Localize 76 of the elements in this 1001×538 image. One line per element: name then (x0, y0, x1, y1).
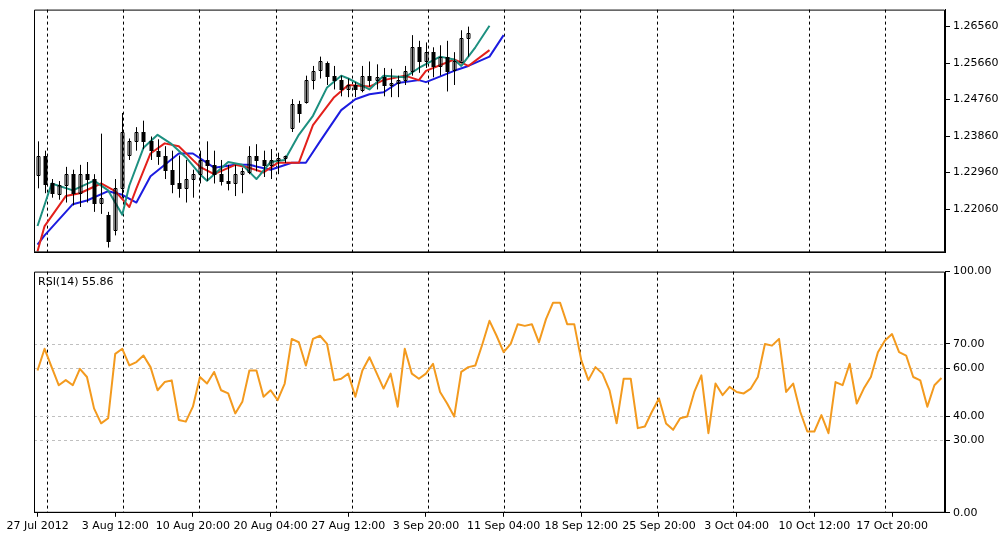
candlestick (438, 44, 443, 77)
candlestick (191, 169, 196, 199)
x-tick-label: 27 Aug 12:00 (311, 519, 386, 533)
candlestick (466, 26, 471, 58)
candlestick (99, 133, 104, 215)
candlestick (431, 46, 436, 78)
candlestick (163, 145, 168, 180)
candlestick (141, 120, 146, 150)
x-tick-label: 3 Sep 20:00 (392, 519, 460, 533)
candlestick (332, 65, 337, 90)
candlestick (212, 150, 217, 184)
chart-title: RSI(14) 55.86 (38, 274, 114, 288)
candlestick (184, 159, 189, 204)
candlestick (170, 150, 175, 194)
x-tick-label: 10 Aug 20:00 (155, 519, 230, 533)
candlestick (113, 178, 118, 236)
candlestick (262, 150, 267, 178)
y-tick-label: 60.00 (953, 360, 985, 374)
candlestick (226, 164, 231, 191)
candlestick (269, 148, 274, 180)
y-tick-label: 0.00 (953, 505, 978, 519)
candlestick (85, 161, 90, 204)
candlestick (382, 67, 387, 97)
y-tick-label: 40.00 (953, 409, 985, 423)
candlestick (134, 126, 139, 152)
x-tick-label: 20 Aug 04:00 (233, 519, 308, 533)
candlestick (403, 65, 408, 86)
candlestick (71, 169, 76, 206)
candlestick (78, 164, 83, 208)
candlestick (57, 180, 62, 201)
candlestick (297, 100, 302, 124)
x-tick-label: 25 Sep 20:00 (622, 519, 696, 533)
candlestick (205, 140, 210, 182)
y-tick-label: 1.26560 (953, 19, 999, 33)
candlestick (304, 75, 309, 105)
y-tick-label: 1.24760 (953, 92, 999, 106)
x-tick-label: 3 Aug 12:00 (81, 519, 149, 533)
x-tick-label: 18 Sep 12:00 (544, 519, 619, 533)
x-tick-label: 10 Oct 12:00 (778, 519, 851, 533)
candlestick (219, 159, 224, 187)
candlestick (177, 155, 182, 199)
candlestick (254, 143, 259, 172)
candlestick (156, 138, 161, 166)
candlestick (396, 75, 401, 98)
y-tick-label: 1.25660 (953, 55, 999, 69)
candlestick (233, 164, 238, 197)
candlestick (389, 68, 394, 98)
candlestick (127, 138, 132, 161)
candlestick (318, 56, 323, 80)
y-tick-label: 30.00 (953, 433, 985, 447)
candlestick (247, 145, 252, 175)
candlestick (417, 40, 422, 74)
candlestick (290, 98, 295, 133)
candlestick (375, 63, 380, 90)
x-tick-label: 11 Sep 04:00 (466, 519, 541, 533)
x-tick-label: 17 Oct 20:00 (856, 519, 928, 533)
candlestick (240, 167, 245, 194)
candlestick (339, 75, 344, 97)
y-tick-label: 1.23860 (953, 128, 999, 142)
x-tick-label: 3 Oct 04:00 (704, 519, 770, 533)
candlestick (64, 166, 69, 204)
candlestick (325, 60, 330, 86)
y-tick-label: 1.22960 (953, 165, 999, 179)
candlestick (410, 34, 415, 77)
y-tick-label: 100.00 (953, 264, 992, 278)
candlestick (311, 65, 316, 90)
candlestick (452, 51, 457, 86)
candlestick (360, 65, 365, 93)
candlestick (445, 40, 450, 92)
candlestick (367, 60, 372, 88)
y-tick-label: 70.00 (953, 336, 985, 350)
candlestick (149, 135, 154, 161)
candlestick (459, 29, 464, 63)
x-tick-label: 27 Jul 2012 (6, 519, 69, 533)
y-tick-label: 1.22060 (953, 201, 999, 215)
candlestick (50, 178, 55, 199)
